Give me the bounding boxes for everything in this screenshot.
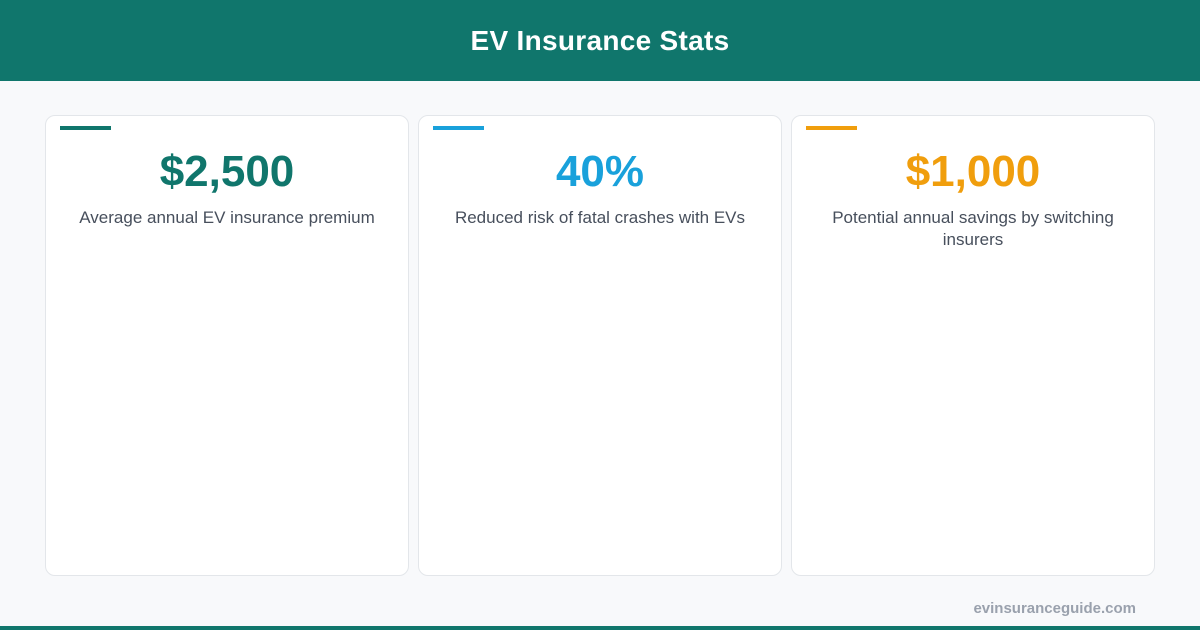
- stat-label: Potential annual savings by switching in…: [832, 208, 1114, 249]
- page-title: EV Insurance Stats: [470, 24, 730, 56]
- stat-card-premium: $2,500 Average annual EV insurance premi…: [45, 115, 409, 576]
- stat-card-crash-risk: 40% Reduced risk of fatal crashes with E…: [418, 115, 782, 576]
- card-accent-bar: [60, 126, 111, 130]
- header-banner: EV Insurance Stats: [0, 0, 1200, 81]
- stat-label: Reduced risk of fatal crashes with EVs: [454, 208, 746, 227]
- stat-value: 40%: [555, 147, 645, 196]
- footer-bar: [0, 626, 1200, 630]
- stat-value: $2,500: [159, 147, 295, 196]
- stat-cards: $2,500 Average annual EV insurance premi…: [45, 115, 1155, 576]
- stat-card-savings: $1,000 Potential annual savings by switc…: [791, 115, 1155, 576]
- site-url: evinsuranceguide.com: [973, 600, 1136, 617]
- stat-label: Average annual EV insurance premium: [79, 208, 375, 227]
- card-accent-bar: [806, 126, 857, 130]
- stat-value: $1,000: [905, 147, 1041, 196]
- card-accent-bar: [433, 126, 484, 130]
